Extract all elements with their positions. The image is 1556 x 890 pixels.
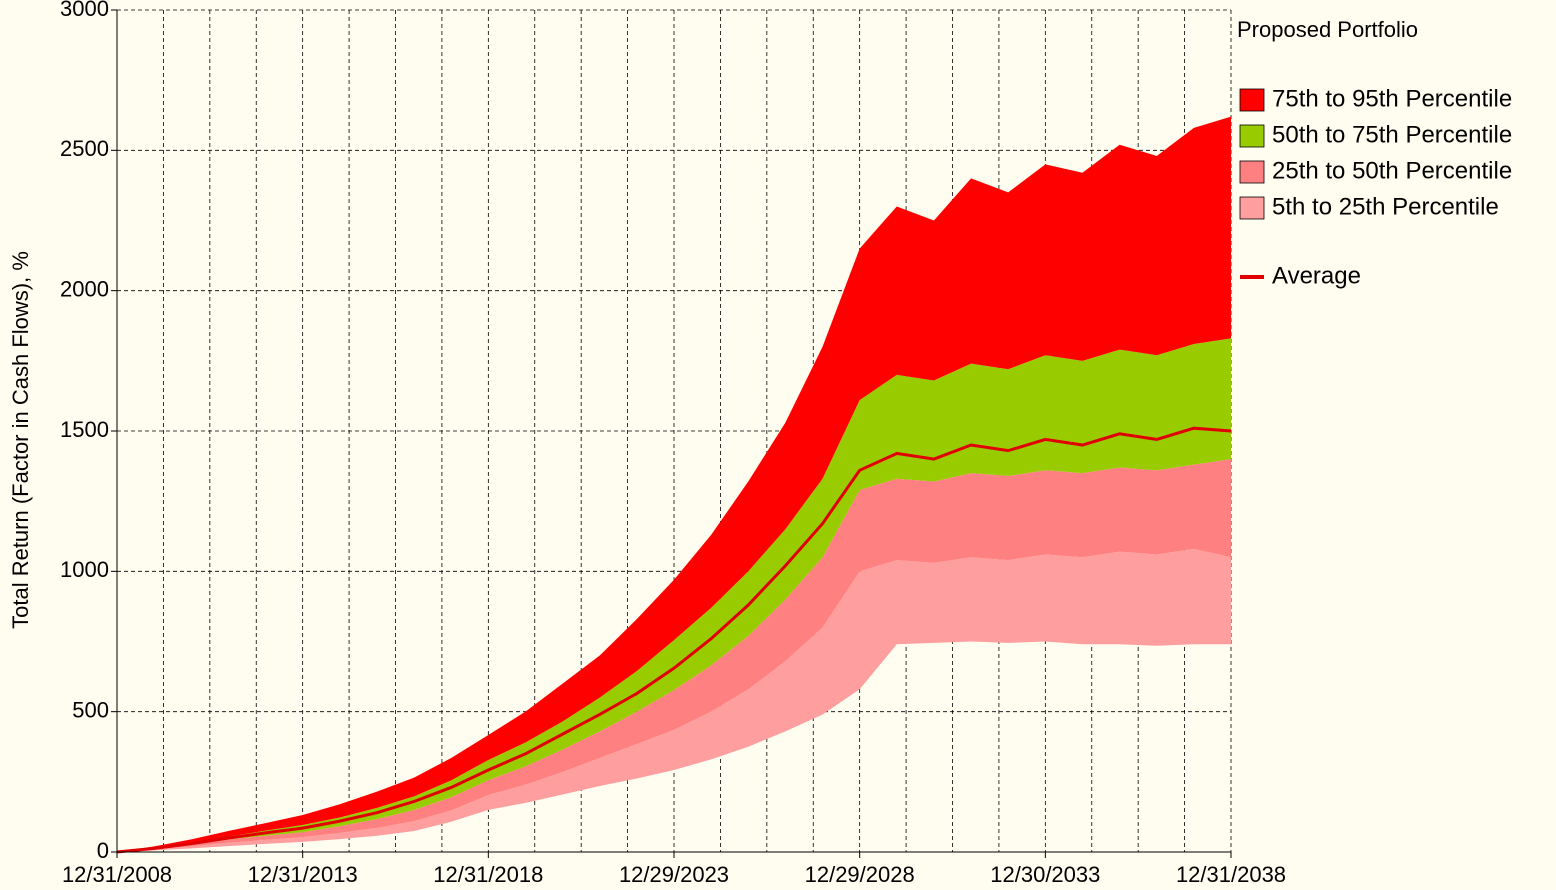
x-tick-label: 12/29/2023 — [619, 862, 729, 887]
x-tick-label: 12/31/2038 — [1176, 862, 1286, 887]
y-tick-label: 1500 — [60, 417, 109, 442]
x-tick-label: 12/30/2033 — [990, 862, 1100, 887]
y-axis-label: Total Return (Factor in Cash Flows), % — [8, 251, 33, 629]
band-area — [117, 338, 1231, 852]
legend-label: Average — [1272, 262, 1361, 289]
y-tick-label: 3000 — [60, 0, 109, 21]
y-tick-label: 1000 — [60, 557, 109, 582]
legend-label: 25th to 50th Percentile — [1272, 157, 1512, 184]
x-tick-label: 12/31/2018 — [433, 862, 543, 887]
legend-swatch — [1239, 124, 1265, 148]
y-tick-label: 0 — [97, 838, 109, 863]
legend-swatch — [1239, 88, 1265, 112]
band-area — [117, 459, 1231, 852]
average-line — [116, 426, 1232, 854]
x-tick-label: 12/29/2028 — [805, 862, 915, 887]
band-area — [117, 116, 1231, 853]
x-tick-label: 12/31/2008 — [62, 862, 172, 887]
legend-label: 5th to 25th Percentile — [1272, 193, 1499, 220]
axes: 0 500 1000 1500 2000 2500 3000 12/31/2008 12/31/… — [60, 0, 1286, 887]
x-tick-label: 12/31/2013 — [248, 862, 358, 887]
legend-label: 50th to 75th Percentile — [1272, 121, 1512, 148]
legend-swatch — [1239, 196, 1265, 220]
band-area — [117, 548, 1231, 852]
legend-label: 75th to 95th Percentile — [1272, 85, 1512, 112]
legend-title: Proposed Portfolio — [1237, 17, 1418, 42]
plot-area — [116, 116, 1232, 854]
legend: 75th to 95th Percentile 50th to 75th Perc… — [1239, 85, 1512, 289]
legend-swatch — [1239, 160, 1265, 184]
y-tick-label: 500 — [72, 697, 109, 722]
y-tick-label: 2000 — [60, 276, 109, 301]
y-tick-label: 2500 — [60, 136, 109, 161]
